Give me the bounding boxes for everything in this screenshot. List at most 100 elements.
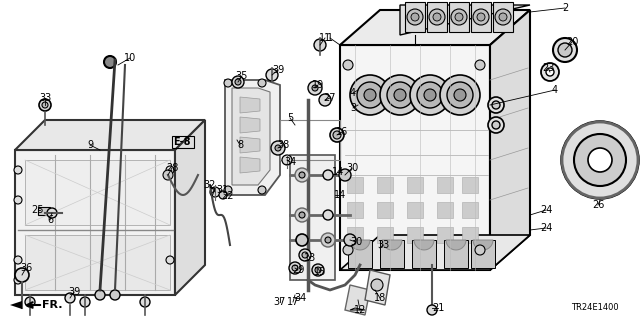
Polygon shape xyxy=(437,177,453,193)
Circle shape xyxy=(473,9,489,25)
Circle shape xyxy=(39,99,51,111)
Text: 4: 4 xyxy=(552,85,558,95)
Polygon shape xyxy=(407,227,423,243)
Circle shape xyxy=(380,75,420,115)
Circle shape xyxy=(364,89,376,101)
Circle shape xyxy=(427,305,437,315)
Polygon shape xyxy=(347,227,363,243)
Text: 6: 6 xyxy=(47,215,53,225)
Circle shape xyxy=(333,131,341,139)
Circle shape xyxy=(299,212,305,218)
Circle shape xyxy=(308,81,322,95)
Text: 12: 12 xyxy=(354,305,366,315)
Text: 24: 24 xyxy=(540,205,552,215)
Circle shape xyxy=(14,166,22,174)
Circle shape xyxy=(475,60,485,70)
Circle shape xyxy=(546,68,554,76)
Text: 11: 11 xyxy=(319,33,331,43)
Circle shape xyxy=(475,245,485,255)
Circle shape xyxy=(499,13,507,21)
Polygon shape xyxy=(449,2,469,32)
Text: 3: 3 xyxy=(350,103,356,113)
Text: 26: 26 xyxy=(592,200,604,210)
Circle shape xyxy=(295,208,309,222)
Text: FR.: FR. xyxy=(42,300,62,310)
Circle shape xyxy=(429,9,445,25)
Text: 24: 24 xyxy=(540,223,552,233)
Text: 29: 29 xyxy=(292,265,304,275)
Polygon shape xyxy=(412,240,436,268)
Text: 39: 39 xyxy=(68,287,80,297)
Polygon shape xyxy=(414,240,434,250)
Polygon shape xyxy=(437,202,453,218)
Polygon shape xyxy=(225,80,280,195)
Text: 34: 34 xyxy=(284,157,296,167)
Circle shape xyxy=(42,102,48,108)
Text: 8: 8 xyxy=(237,140,243,150)
Polygon shape xyxy=(462,227,478,243)
Circle shape xyxy=(319,94,331,106)
Polygon shape xyxy=(382,240,402,250)
Text: 5: 5 xyxy=(287,113,293,123)
Circle shape xyxy=(80,297,90,307)
Circle shape xyxy=(235,79,241,85)
Circle shape xyxy=(424,89,436,101)
Circle shape xyxy=(387,82,413,108)
Text: 14: 14 xyxy=(334,190,346,200)
Polygon shape xyxy=(473,240,493,250)
Circle shape xyxy=(15,268,29,282)
Text: 33: 33 xyxy=(377,240,389,250)
Polygon shape xyxy=(427,2,447,32)
Circle shape xyxy=(344,234,356,246)
Circle shape xyxy=(314,39,326,51)
Circle shape xyxy=(275,145,281,151)
Polygon shape xyxy=(240,137,260,153)
Polygon shape xyxy=(377,177,393,193)
Circle shape xyxy=(323,170,333,180)
Circle shape xyxy=(417,82,443,108)
Text: 30: 30 xyxy=(350,237,362,247)
Polygon shape xyxy=(290,155,335,280)
Text: 15: 15 xyxy=(314,267,326,277)
Polygon shape xyxy=(175,120,205,295)
Text: E-8: E-8 xyxy=(173,137,191,147)
Circle shape xyxy=(282,155,292,165)
Circle shape xyxy=(492,121,500,129)
Circle shape xyxy=(296,234,308,246)
Circle shape xyxy=(410,75,450,115)
Circle shape xyxy=(454,89,466,101)
Circle shape xyxy=(110,290,120,300)
Circle shape xyxy=(447,82,473,108)
Polygon shape xyxy=(405,2,425,32)
Text: 28: 28 xyxy=(166,163,178,173)
Polygon shape xyxy=(444,240,468,268)
Polygon shape xyxy=(437,227,453,243)
Text: 21: 21 xyxy=(432,303,444,313)
Text: TR24E1400: TR24E1400 xyxy=(571,303,619,313)
Polygon shape xyxy=(25,160,170,225)
Polygon shape xyxy=(340,10,530,45)
Circle shape xyxy=(371,279,383,291)
Circle shape xyxy=(495,9,511,25)
Circle shape xyxy=(232,76,244,88)
Polygon shape xyxy=(25,235,170,290)
Polygon shape xyxy=(15,120,205,150)
Circle shape xyxy=(292,265,298,271)
Polygon shape xyxy=(407,202,423,218)
Text: 20: 20 xyxy=(566,37,578,47)
Circle shape xyxy=(266,69,278,81)
Text: 18: 18 xyxy=(374,293,386,303)
Circle shape xyxy=(407,9,423,25)
Polygon shape xyxy=(462,177,478,193)
Circle shape xyxy=(455,13,463,21)
Circle shape xyxy=(477,13,485,21)
Polygon shape xyxy=(493,2,513,32)
Text: 22: 22 xyxy=(221,191,234,201)
Polygon shape xyxy=(350,308,365,310)
Circle shape xyxy=(357,82,383,108)
Circle shape xyxy=(323,235,333,245)
Circle shape xyxy=(574,134,626,186)
Circle shape xyxy=(593,153,607,167)
Bar xyxy=(172,136,194,148)
Polygon shape xyxy=(240,117,260,133)
